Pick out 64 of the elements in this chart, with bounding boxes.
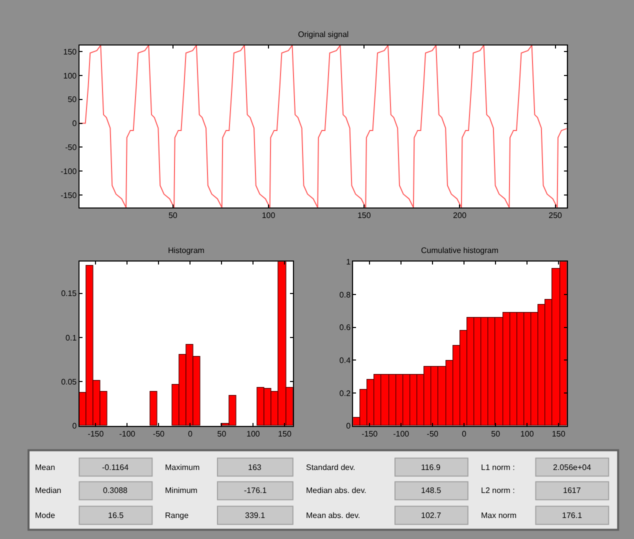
text: 148.5 bbox=[421, 486, 442, 495]
x-tick-label: 100 bbox=[520, 429, 534, 438]
y-tick-label: -100 bbox=[60, 166, 78, 176]
y-tick-label: 0.8 bbox=[339, 290, 352, 300]
text: 163 bbox=[248, 463, 262, 472]
y-tick-label: -150 bbox=[60, 190, 78, 200]
y-tick-label: 0.4 bbox=[339, 356, 352, 365]
y-tick-label: 100 bbox=[63, 71, 78, 80]
text: 0.3088 bbox=[103, 486, 128, 495]
y-tick-label: 0 bbox=[72, 422, 78, 431]
x-tick-label: -50 bbox=[426, 429, 439, 438]
text: 102.7 bbox=[421, 511, 442, 520]
y-tick-label: 0.15 bbox=[61, 289, 78, 298]
x-tick-label: -100 bbox=[393, 429, 410, 438]
text: 16.5 bbox=[108, 511, 124, 520]
y-tick-label: 0.6 bbox=[339, 323, 352, 332]
x-tick-label: 100 bbox=[262, 211, 276, 220]
x-tick-label: -50 bbox=[152, 429, 166, 438]
y-tick-label: 0.1 bbox=[66, 333, 78, 342]
y-tick-label: 0 bbox=[346, 422, 352, 431]
text: 1617 bbox=[563, 486, 582, 495]
x-tick-label: -150 bbox=[362, 429, 378, 438]
line-series bbox=[79, 45, 567, 208]
x-tick-label: 150 bbox=[357, 211, 372, 220]
y-tick-label: -50 bbox=[65, 143, 78, 152]
text: L1 norm : bbox=[481, 463, 515, 472]
text: 116.9 bbox=[421, 463, 441, 472]
x-tick-label: -150 bbox=[88, 429, 104, 438]
text: Max norm bbox=[481, 511, 517, 520]
x-tick-label: -100 bbox=[119, 429, 136, 438]
text: Maximum bbox=[165, 463, 200, 472]
y-tick-label: 150 bbox=[63, 47, 78, 56]
x-tick-label: 200 bbox=[453, 211, 467, 220]
x-tick-label: 50 bbox=[491, 429, 501, 438]
text: Median abs. dev. bbox=[306, 486, 366, 495]
x-tick-label: 0 bbox=[188, 429, 193, 438]
text: Mean bbox=[35, 463, 56, 472]
text: -176.1 bbox=[244, 486, 268, 495]
x-tick-label: 50 bbox=[168, 211, 178, 220]
text: Mean abs. dev. bbox=[306, 511, 360, 520]
x-tick-label: 150 bbox=[552, 429, 566, 438]
chart-title: Cumulative histogram bbox=[421, 246, 499, 255]
y-tick-label: 0 bbox=[72, 119, 78, 128]
x-tick-label: 100 bbox=[246, 429, 260, 438]
text: L2 norm : bbox=[481, 486, 515, 495]
text: 2.056e+04 bbox=[553, 463, 592, 472]
y-tick-label: 50 bbox=[68, 95, 78, 104]
x-tick-label: 0 bbox=[462, 429, 467, 438]
y-tick-label: 0.2 bbox=[339, 388, 352, 398]
x-tick-label: 250 bbox=[548, 211, 563, 220]
chart-title: Original signal bbox=[298, 30, 349, 39]
text: 176.1 bbox=[562, 511, 583, 520]
text: Median bbox=[35, 486, 62, 495]
text: Standard dev. bbox=[306, 463, 356, 472]
text: 339.1 bbox=[245, 511, 266, 520]
text: Minimum bbox=[165, 486, 198, 495]
x-tick-label: 150 bbox=[278, 429, 292, 438]
chart-title: Histogram bbox=[168, 246, 205, 255]
text: Range bbox=[165, 511, 190, 520]
y-tick-label: 0.05 bbox=[61, 378, 78, 387]
text: -0.1164 bbox=[102, 463, 130, 472]
text: Mode bbox=[35, 511, 56, 520]
y-tick-label: 1 bbox=[346, 257, 352, 266]
x-tick-label: 50 bbox=[217, 429, 227, 438]
